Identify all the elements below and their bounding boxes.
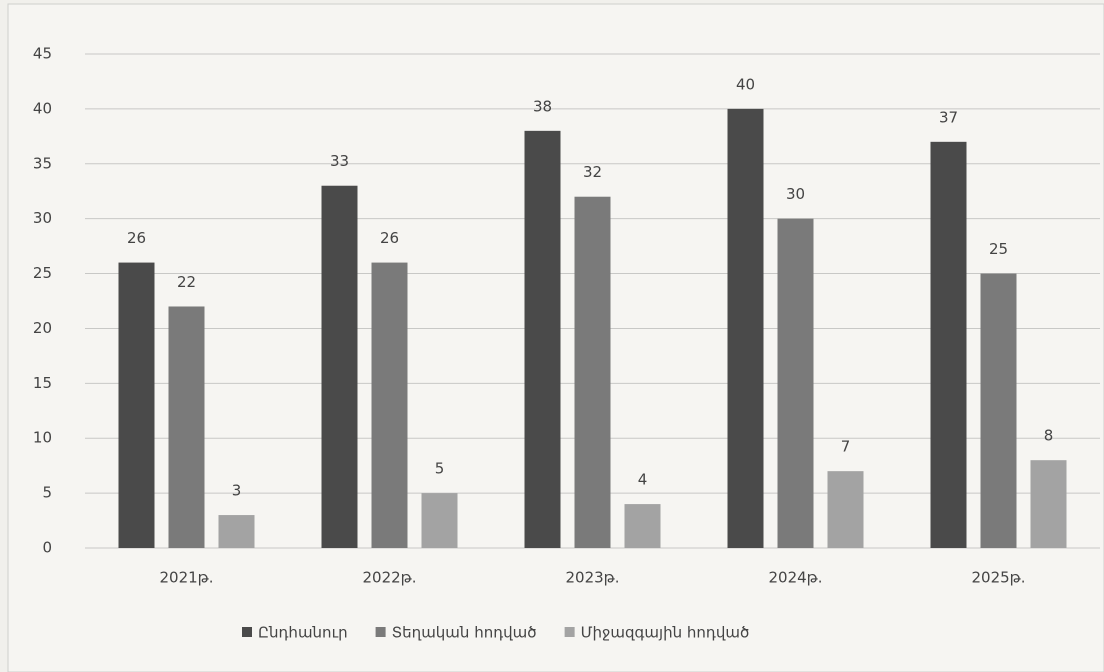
data-label: 37 [939, 108, 958, 126]
data-label: 25 [989, 240, 1008, 258]
bar [727, 108, 764, 548]
bar [321, 185, 358, 548]
bar [371, 262, 408, 548]
data-label: 26 [380, 229, 399, 247]
bar [168, 306, 205, 548]
y-tick-label: 35 [33, 154, 52, 172]
y-tick-label: 40 [33, 99, 52, 117]
data-label: 40 [736, 75, 755, 93]
bar [624, 504, 661, 548]
y-tick-label: 15 [33, 374, 52, 392]
legend-swatch [242, 627, 252, 637]
data-label: 22 [177, 273, 196, 291]
data-label: 26 [127, 229, 146, 247]
x-tick-label: 2021թ. [159, 569, 213, 587]
bar [574, 196, 611, 548]
y-tick-label: 0 [42, 539, 52, 557]
data-label: 8 [1044, 427, 1054, 445]
y-tick-label: 10 [33, 429, 52, 447]
y-tick-label: 45 [33, 45, 52, 63]
y-tick-label: 20 [33, 319, 52, 337]
data-label: 33 [330, 152, 349, 170]
bar [421, 493, 458, 548]
bar [524, 130, 561, 548]
bar [118, 262, 155, 548]
y-tick-label: 30 [33, 209, 52, 227]
bar [218, 515, 255, 548]
legend-label: Ընդհանուր [258, 624, 348, 642]
bar [930, 141, 967, 549]
data-label: 30 [786, 185, 805, 203]
data-label: 32 [583, 163, 602, 181]
x-tick-label: 2024թ. [768, 569, 822, 587]
bar [827, 471, 864, 548]
bar [1030, 460, 1067, 548]
legend-label: Տեղական հոդված [392, 624, 537, 642]
y-tick-label: 25 [33, 264, 52, 282]
data-label: 5 [435, 460, 445, 478]
bar [980, 273, 1017, 548]
data-label: 3 [232, 482, 242, 500]
x-tick-label: 2022թ. [362, 569, 416, 587]
x-tick-label: 2025թ. [971, 569, 1025, 587]
data-label: 38 [533, 97, 552, 115]
legend-swatch [564, 627, 575, 637]
legend-label: Միջազգային հոդված [581, 624, 750, 642]
bar [777, 218, 814, 548]
data-label: 4 [638, 471, 648, 489]
legend-swatch [375, 627, 386, 637]
x-tick-label: 2023թ. [565, 569, 619, 587]
data-label: 7 [841, 438, 851, 456]
y-tick-label: 5 [42, 484, 52, 502]
